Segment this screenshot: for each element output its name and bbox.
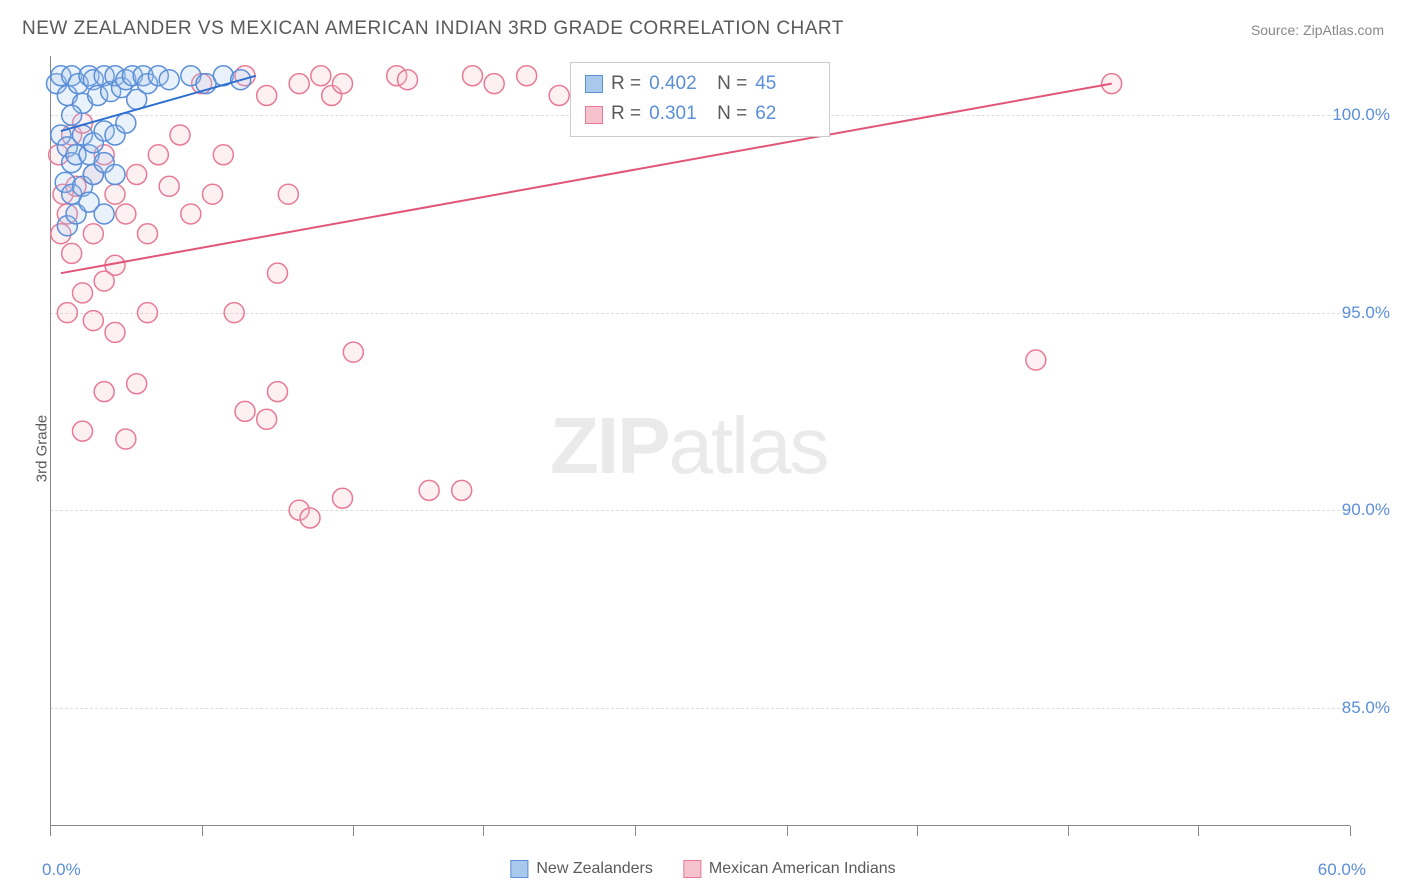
scatter-point xyxy=(278,184,298,204)
scatter-point xyxy=(268,263,288,283)
scatter-point xyxy=(181,204,201,224)
scatter-point xyxy=(170,125,190,145)
info-swatch-2 xyxy=(585,106,603,124)
scatter-point xyxy=(62,105,82,125)
scatter-point xyxy=(148,145,168,165)
scatter-point xyxy=(159,176,179,196)
scatter-point xyxy=(73,421,93,441)
scatter-point xyxy=(224,303,244,323)
scatter-point xyxy=(116,113,136,133)
scatter-point xyxy=(517,66,537,86)
scatter-point xyxy=(116,429,136,449)
n-value-1: 45 xyxy=(755,69,815,99)
chart-container: NEW ZEALANDER VS MEXICAN AMERICAN INDIAN… xyxy=(0,0,1406,892)
legend-label-1: New Zealanders xyxy=(536,860,653,878)
n-value-2: 62 xyxy=(755,99,815,129)
legend-label-2: Mexican American Indians xyxy=(709,860,896,878)
scatter-point xyxy=(62,243,82,263)
scatter-point xyxy=(94,204,114,224)
scatter-point xyxy=(213,145,233,165)
scatter-point xyxy=(94,382,114,402)
scatter-point xyxy=(203,184,223,204)
scatter-point xyxy=(138,303,158,323)
legend-swatch-2 xyxy=(683,860,701,878)
scatter-point xyxy=(138,224,158,244)
chart-title: NEW ZEALANDER VS MEXICAN AMERICAN INDIAN… xyxy=(22,18,844,40)
scatter-point xyxy=(127,164,147,184)
scatter-point xyxy=(398,70,418,90)
scatter-point xyxy=(452,480,472,500)
bottom-legend: New Zealanders Mexican American Indians xyxy=(510,860,895,878)
scatter-point xyxy=(1026,350,1046,370)
scatter-point xyxy=(484,74,504,94)
scatter-point xyxy=(289,74,309,94)
x-tick-label-max: 60.0% xyxy=(1318,860,1366,880)
scatter-point xyxy=(343,342,363,362)
scatter-point xyxy=(257,409,277,429)
info-row-series-2: R = 0.301 N = 62 xyxy=(585,99,815,129)
correlation-info-box: R = 0.402 N = 45 R = 0.301 N = 62 xyxy=(570,62,830,137)
y-axis-label: 3rd Grade xyxy=(33,415,50,483)
scatter-point xyxy=(83,224,103,244)
scatter-point xyxy=(311,66,331,86)
legend-item-2: Mexican American Indians xyxy=(683,860,896,878)
scatter-point xyxy=(419,480,439,500)
scatter-point xyxy=(159,70,179,90)
scatter-point xyxy=(235,401,255,421)
scatter-plot xyxy=(50,56,1350,826)
scatter-point xyxy=(549,85,569,105)
x-tick-label-min: 0.0% xyxy=(42,860,81,880)
scatter-point xyxy=(127,374,147,394)
r-value-1: 0.402 xyxy=(649,69,709,99)
scatter-point xyxy=(333,488,353,508)
scatter-point xyxy=(105,164,125,184)
r-value-2: 0.301 xyxy=(649,99,709,129)
scatter-point xyxy=(83,311,103,331)
scatter-point xyxy=(57,303,77,323)
scatter-point xyxy=(105,184,125,204)
scatter-point xyxy=(268,382,288,402)
scatter-point xyxy=(257,85,277,105)
legend-item-1: New Zealanders xyxy=(510,860,653,878)
scatter-point xyxy=(333,74,353,94)
info-row-series-1: R = 0.402 N = 45 xyxy=(585,69,815,99)
scatter-point xyxy=(116,204,136,224)
scatter-point xyxy=(300,508,320,528)
source-attribution: Source: ZipAtlas.com xyxy=(1251,22,1384,38)
scatter-point xyxy=(73,283,93,303)
scatter-point xyxy=(105,322,125,342)
scatter-point xyxy=(463,66,483,86)
info-swatch-1 xyxy=(585,75,603,93)
legend-swatch-1 xyxy=(510,860,528,878)
scatter-point xyxy=(1102,74,1122,94)
